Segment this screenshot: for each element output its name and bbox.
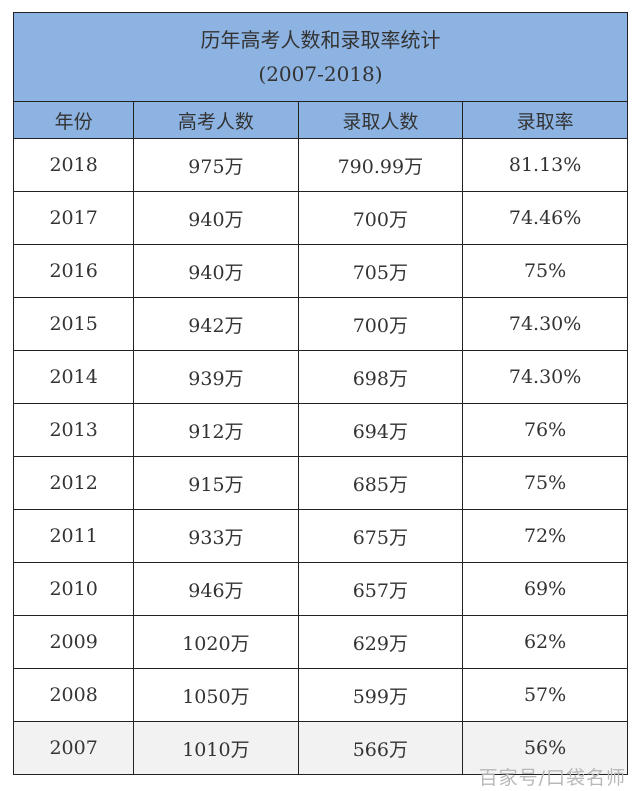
table-cell: 72% [462,509,628,563]
table-cell: 1050万 [133,668,299,722]
table-cell: 62% [462,615,628,669]
table-cell: 915万 [133,456,299,510]
table-cell: 940万 [133,244,299,298]
table-cell: 694万 [297,403,464,457]
table-cell: 69% [462,562,628,616]
table-cell: 2015 [12,297,135,351]
table-cell: 700万 [297,191,464,245]
table-cell: 912万 [133,403,299,457]
table-cell: 56% [462,721,628,775]
table-cell: 2011 [12,509,135,563]
table-row: 2007 1010万 566万 56% [12,721,628,775]
table-cell: 74.46% [462,191,628,245]
table-row: 2015 942万 700万 74.30% [12,297,628,351]
table-cell: 599万 [297,668,464,722]
table-cell: 2014 [12,350,135,404]
table-row: 2011 933万 675万 72% [12,509,628,563]
table-cell: 2009 [12,615,135,669]
table-cell: 685万 [297,456,464,510]
table-cell: 942万 [133,297,299,351]
table-cell: 1020万 [133,615,299,669]
table-cell: 657万 [297,562,464,616]
table-cell: 975万 [133,138,299,192]
column-header: 录取率 [462,101,628,139]
table-row: 2016 940万 705万 75% [12,244,628,298]
table-cell: 2008 [12,668,135,722]
subtitle-text: (2007-2018) [258,62,383,86]
table-cell: 566万 [297,721,464,775]
table-cell: 2010 [12,562,135,616]
column-header: 年份 [12,101,135,139]
table-row: 2009 1020万 629万 62% [12,615,628,669]
table-cell: 2017 [12,191,135,245]
table-row: 2018 975万 790.99万 81.13% [12,138,628,192]
table-cell: 700万 [297,297,464,351]
column-header: 录取人数 [297,101,464,139]
table-title: 历年高考人数和录取率统计 (2007-2018) [13,12,628,102]
table-cell: 705万 [297,244,464,298]
table-cell: 75% [462,244,628,298]
table-cell: 81.13% [462,138,628,192]
table-row: 2013 912万 694万 76% [12,403,628,457]
table-cell: 940万 [133,191,299,245]
table-cell: 2016 [12,244,135,298]
table-cell: 933万 [133,509,299,563]
table-row: 2012 915万 685万 75% [12,456,628,510]
table-cell: 2018 [12,138,135,192]
table-cell: 74.30% [462,350,628,404]
table-cell: 2013 [12,403,135,457]
table-cell: 2012 [12,456,135,510]
table-cell: 57% [462,668,628,722]
table-row: 2014 939万 698万 74.30% [12,350,628,404]
table-row: 2017 940万 700万 74.46% [12,191,628,245]
title-text: 历年高考人数和录取率统计 [200,28,441,52]
table-cell: 946万 [133,562,299,616]
table-cell: 76% [462,403,628,457]
column-header: 高考人数 [133,101,299,139]
admission-stats-table: 历年高考人数和录取率统计 (2007-2018) 年份 高考人数 录取人数 录取… [12,12,628,775]
header-row: 年份 高考人数 录取人数 录取率 [12,101,628,139]
table-cell: 939万 [133,350,299,404]
table-row: 2008 1050万 599万 57% [12,668,628,722]
table-row: 2010 946万 657万 69% [12,562,628,616]
table-cell: 74.30% [462,297,628,351]
table-cell: 629万 [297,615,464,669]
watermark: 百家号/口袋名师 [478,767,626,789]
table-cell: 1010万 [133,721,299,775]
table-cell: 790.99万 [297,138,464,192]
table-cell: 698万 [297,350,464,404]
table-cell: 2007 [12,721,135,775]
table-cell: 75% [462,456,628,510]
table-cell: 675万 [297,509,464,563]
